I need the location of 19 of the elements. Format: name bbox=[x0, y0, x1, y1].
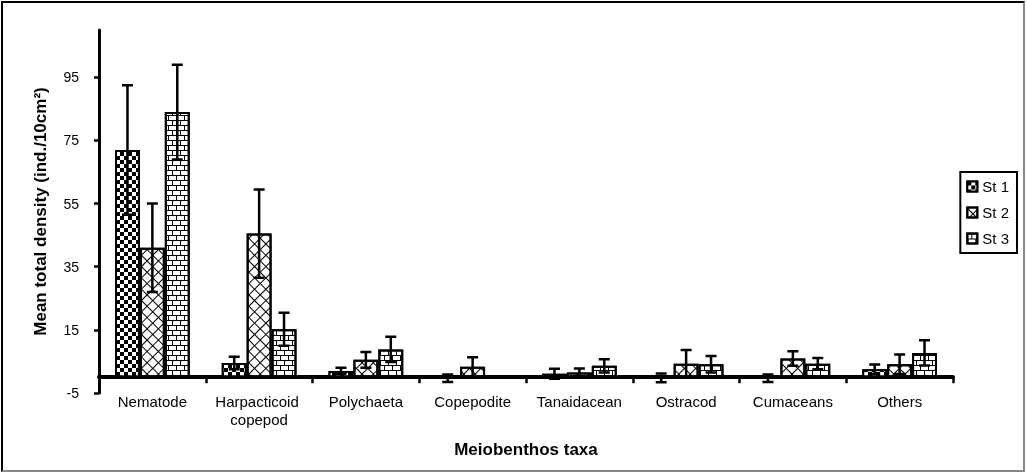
x-tick-label: Copepodite bbox=[434, 392, 511, 410]
x-tick-label: Nematode bbox=[117, 392, 187, 410]
y-tick-label: 55 bbox=[63, 195, 80, 212]
x-tick-label: Others bbox=[877, 392, 923, 410]
legend-label: St 1 bbox=[982, 178, 1010, 195]
x-tick-label: Harpacticoid copepod bbox=[215, 392, 303, 428]
y-tick-label: 15 bbox=[63, 321, 80, 338]
y-tick-label: 75 bbox=[63, 132, 80, 149]
x-tick-label: Cumaceans bbox=[752, 392, 833, 410]
x-tick-label: Polychaeta bbox=[328, 392, 404, 410]
y-tick-label: 95 bbox=[63, 69, 80, 86]
x-tick-label: Ostracod bbox=[655, 392, 717, 410]
y-axis-title: Mean total density (ind./10cm²) bbox=[31, 87, 50, 336]
y-tick-label: -5 bbox=[66, 385, 80, 401]
legend-label: St 3 bbox=[982, 230, 1010, 247]
x-axis-title: Meiobenthos taxa bbox=[454, 440, 599, 459]
x-tick-label: Tanaidacean bbox=[536, 392, 622, 410]
y-tick-label: 35 bbox=[63, 258, 80, 275]
legend-label: St 2 bbox=[982, 204, 1010, 221]
